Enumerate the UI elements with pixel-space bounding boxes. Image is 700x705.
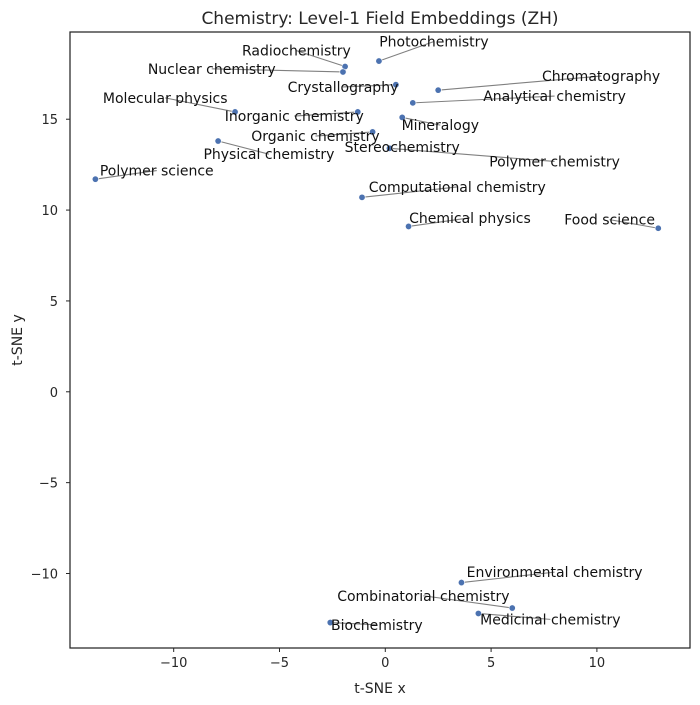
point-computational-chemistry xyxy=(358,193,366,201)
label-physical-chemistry: Physical chemistry xyxy=(203,147,334,163)
label-organic-chemistry: Organic chemistry xyxy=(251,129,379,145)
leader-lines xyxy=(95,41,659,626)
label-chromatography: Chromatography xyxy=(542,69,660,85)
point-analytical-chemistry xyxy=(409,99,417,107)
label-combinatorial-chemistry: Combinatorial chemistry xyxy=(337,589,509,605)
leader-line xyxy=(95,170,157,180)
leader-line xyxy=(296,50,346,68)
y-tick-label: 0 xyxy=(50,386,58,401)
y-tick-label: −5 xyxy=(39,477,58,492)
label-stereochemistry: Stereochemistry xyxy=(345,140,460,156)
label-radiochemistry: Radiochemistry xyxy=(242,44,351,60)
data-points xyxy=(91,57,662,627)
leader-line xyxy=(315,131,373,137)
point-environmental-chemistry xyxy=(457,579,465,587)
leader-line xyxy=(461,571,555,584)
y-axis-ticks: −10 −5 0 5 10 15 xyxy=(31,113,70,582)
leader-line xyxy=(217,140,270,155)
label-polymer-chemistry: Polymer chemistry xyxy=(489,154,620,170)
leader-line xyxy=(389,147,555,163)
leader-line xyxy=(478,612,551,620)
x-tick-label: 10 xyxy=(589,656,606,671)
point-photochemistry xyxy=(375,57,383,65)
leader-line xyxy=(412,95,555,104)
y-tick-label: 5 xyxy=(50,295,58,310)
leader-line xyxy=(609,219,659,229)
x-tick-label: −5 xyxy=(270,656,289,671)
x-tick-label: 5 xyxy=(487,656,495,671)
y-axis-label: t-SNE y xyxy=(10,314,26,365)
point-chemical-physics xyxy=(405,222,413,230)
label-mineralogy: Mineralogy xyxy=(402,118,479,134)
chart-title: Chemistry: Level-1 Field Embeddings (ZH) xyxy=(201,9,558,29)
y-tick-label: 15 xyxy=(41,113,58,128)
point-physical-chemistry xyxy=(214,137,222,145)
label-crystallography: Crystallography xyxy=(288,80,399,96)
point-mineralogy xyxy=(398,113,406,121)
leader-line xyxy=(165,97,236,113)
point-combinatorial-chemistry xyxy=(508,604,516,612)
x-tick-label: −10 xyxy=(160,656,187,671)
leader-line xyxy=(402,116,441,126)
leader-line xyxy=(423,595,513,609)
label-medicinal-chemistry: Medicinal chemistry xyxy=(480,612,620,628)
plot-frame xyxy=(69,31,691,649)
label-biochemistry: Biochemistry xyxy=(331,618,423,634)
point-crystallography xyxy=(392,81,400,89)
point-labels: Radiochemistry Photochemistry Nuclear chem… xyxy=(100,35,660,634)
leader-line xyxy=(294,111,358,117)
label-chemical-physics: Chemical physics xyxy=(409,211,531,227)
label-nuclear-chemistry: Nuclear chemistry xyxy=(148,62,276,78)
label-food-science: Food science xyxy=(564,213,655,229)
label-computational-chemistry: Computational chemistry xyxy=(369,180,546,196)
point-organic-chemistry xyxy=(369,128,377,136)
label-photochemistry: Photochemistry xyxy=(379,35,488,51)
leader-line xyxy=(438,75,602,91)
point-nuclear-chemistry xyxy=(339,68,347,76)
x-tick-label: 0 xyxy=(381,656,389,671)
point-food-science xyxy=(654,224,662,232)
point-molecular-physics xyxy=(231,108,239,116)
y-tick-label: 10 xyxy=(41,204,58,219)
x-axis-label: t-SNE x xyxy=(354,681,405,697)
point-chromatography xyxy=(434,86,442,94)
label-analytical-chemistry: Analytical chemistry xyxy=(483,89,626,105)
leader-line xyxy=(361,186,458,198)
label-molecular-physics: Molecular physics xyxy=(103,91,228,107)
label-inorganic-chemistry: Inorganic chemistry xyxy=(225,109,364,125)
label-polymer-science: Polymer science xyxy=(100,164,214,180)
point-polymer-chemistry xyxy=(386,144,394,152)
point-inorganic-chemistry xyxy=(354,108,362,116)
y-tick-label: −10 xyxy=(31,567,58,582)
point-medicinal-chemistry xyxy=(474,609,482,617)
leader-line xyxy=(378,41,435,62)
label-environmental-chemistry: Environmental chemistry xyxy=(467,565,643,581)
x-axis-ticks: −10 −5 0 5 10 xyxy=(160,648,605,671)
point-polymer-science xyxy=(91,175,99,183)
leader-line xyxy=(408,217,471,227)
point-biochemistry xyxy=(326,619,334,627)
leader-line xyxy=(211,68,343,73)
leader-line xyxy=(330,622,377,626)
leader-line xyxy=(342,84,396,88)
